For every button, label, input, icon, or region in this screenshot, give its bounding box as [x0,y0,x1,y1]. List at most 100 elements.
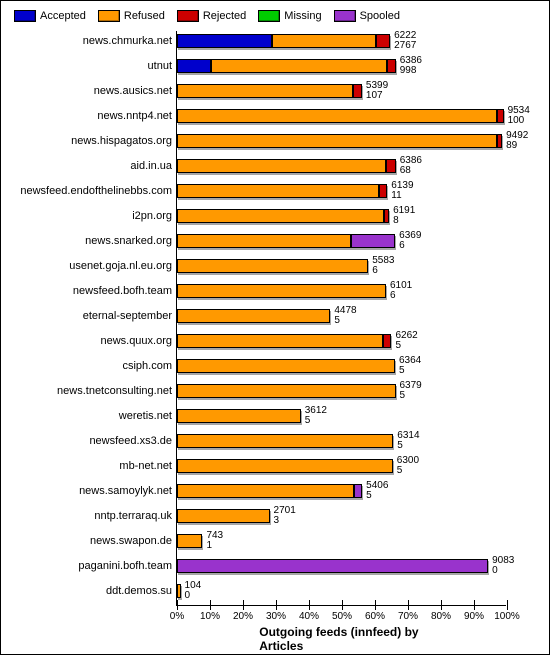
x-tick-inner [507,600,508,605]
bar-track [177,559,488,573]
legend: AcceptedRefusedRejectedMissingSpooled [6,6,544,26]
x-axis-label: Outgoing feeds (innfeed) by Articles [259,625,424,653]
bar-track [177,259,368,273]
value-bottom: 2767 [394,40,416,51]
bar-track [177,334,391,348]
x-tick-inner [375,600,376,605]
value-bottom: 11 [391,190,401,201]
value-bottom: 5 [334,315,340,326]
row-label: news.swapon.de [7,535,177,547]
bar-segment-refused [272,34,376,48]
bar-segment-spooled [177,559,488,573]
x-tick [309,605,310,610]
x-tick-label: 70% [398,611,418,622]
bar-segment-rejected [386,159,396,173]
value-bottom: 107 [366,90,383,101]
x-tick [276,605,277,610]
value-bottom: 6 [399,240,405,251]
x-tick-inner [309,600,310,605]
bar-segment-refused [177,409,301,423]
chart-row: news.swapon.de7431 [177,531,506,556]
x-tick-inner [342,600,343,605]
row-label: news.tnetconsulting.net [7,385,177,397]
x-tick [375,605,376,610]
row-label: newsfeed.xs3.de [7,435,177,447]
x-tick-label: 100% [494,611,520,622]
x-tick-label: 60% [365,611,385,622]
bar-track [177,359,395,373]
bar-track [177,209,389,223]
chart-row: nntp.terraraq.uk27013 [177,506,506,531]
row-label: news.quux.org [7,335,177,347]
row-label: paganini.bofh.team [7,560,177,572]
x-tick-inner [408,600,409,605]
x-tick [408,605,409,610]
x-tick-label: 30% [266,611,286,622]
value-bottom: 68 [400,165,411,176]
bar-track [177,484,362,498]
legend-swatch [14,10,36,22]
x-tick-label: 80% [431,611,451,622]
bar-track [177,84,362,98]
value-bottom: 89 [506,140,517,151]
row-label: nntp.terraraq.uk [7,510,177,522]
bar-segment-rejected [383,334,392,348]
row-label: eternal-september [7,310,177,322]
x-tick [342,605,343,610]
row-label: i2pn.org [7,210,177,222]
value-bottom: 0 [492,565,498,576]
bar-segment-rejected [497,134,502,148]
legend-swatch [98,10,120,22]
bar-segment-refused [177,334,383,348]
chart-row: news.chmurka.net62222767 [177,31,506,56]
bar-segment-refused [177,384,396,398]
chart-row: newsfeed.bofh.team61016 [177,281,506,306]
legend-swatch [258,10,280,22]
row-label: utnut [7,60,177,72]
bar-track [177,34,390,48]
bar-segment-refused [177,234,351,248]
bar-segment-rejected [353,84,362,98]
bar-track [177,134,502,148]
x-tick-label: 20% [233,611,253,622]
x-tick [507,605,508,610]
row-label: news.ausics.net [7,85,177,97]
bar-segment-refused [177,359,395,373]
bar-segment-refused [177,259,368,273]
value-bottom: 5 [400,390,406,401]
bar-track [177,284,386,298]
row-label: news.snarked.org [7,235,177,247]
bar-track [177,59,396,73]
bar-track [177,384,396,398]
chart-row: i2pn.org61918 [177,206,506,231]
value-bottom: 6 [372,265,378,276]
chart-row: newsfeed.xs3.de63145 [177,431,506,456]
bar-segment-refused [177,84,353,98]
x-tick [210,605,211,610]
chart-row: weretis.net36125 [177,406,506,431]
bar-segment-refused [177,209,384,223]
value-bottom: 8 [393,215,399,226]
row-label: newsfeed.endofthelinebbs.com [7,185,177,197]
chart-row: news.quux.org62625 [177,331,506,356]
row-label: news.samoylyk.net [7,485,177,497]
legend-item-spooled: Spooled [334,10,400,22]
bar-track [177,584,181,598]
legend-item-missing: Missing [258,10,321,22]
x-tick-label: 40% [299,611,319,622]
bar-segment-spooled [351,234,396,248]
chart-row: news.hispagatos.org949289 [177,131,506,156]
bar-track [177,184,387,198]
row-label: mb-net.net [7,460,177,472]
x-tick-label: 0% [170,611,184,622]
bar-track [177,409,301,423]
x-tick [441,605,442,610]
bar-segment-refused [177,109,497,123]
row-label: ddt.demos.su [7,585,177,597]
value-bottom: 5 [397,465,403,476]
row-label: newsfeed.bofh.team [7,285,177,297]
value-bottom: 5 [366,490,372,501]
bar-segment-spooled [354,484,363,498]
value-bottom: 5 [395,340,401,351]
bar-track [177,434,393,448]
